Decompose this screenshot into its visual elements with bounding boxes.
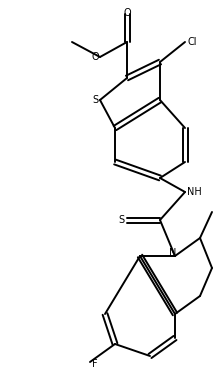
Text: S: S xyxy=(118,215,124,225)
Text: N: N xyxy=(169,248,177,258)
Text: S: S xyxy=(92,95,98,105)
Text: O: O xyxy=(123,8,131,18)
Text: Cl: Cl xyxy=(188,37,198,47)
Text: O: O xyxy=(91,52,99,62)
Text: NH: NH xyxy=(187,187,202,197)
Text: F: F xyxy=(92,359,98,369)
